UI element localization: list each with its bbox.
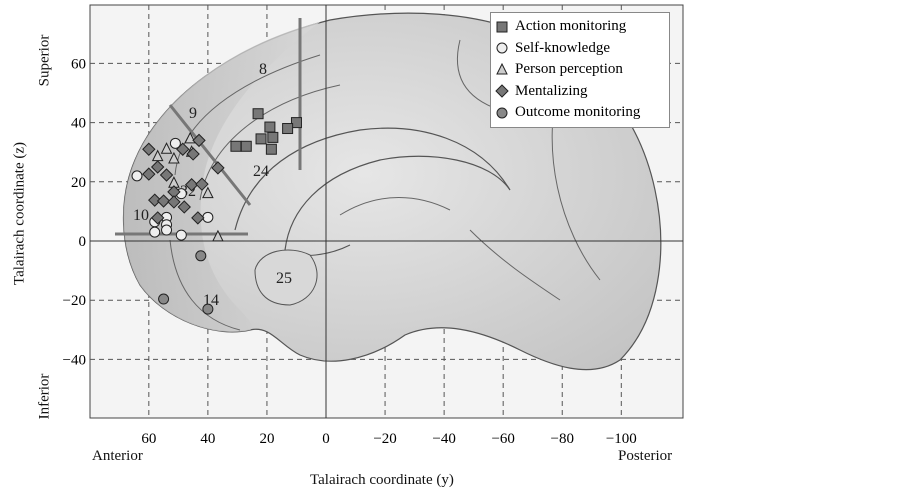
- point-self-knowledge: [161, 224, 173, 236]
- diamond-marker-icon: [495, 84, 509, 98]
- point-action-monitoring: [267, 131, 279, 143]
- point-mentalizing: [192, 133, 206, 148]
- point-action-monitoring: [255, 133, 267, 145]
- point-action-monitoring: [252, 108, 264, 120]
- y-tick-label: 0: [79, 234, 87, 250]
- circle-marker-icon: [496, 107, 508, 119]
- x-axis-label: Talairach coordinate (y): [310, 472, 454, 488]
- legend-label: Action monitoring: [515, 18, 627, 35]
- square-marker-icon: [496, 21, 508, 33]
- point-person-perception: [202, 186, 214, 199]
- x-tick-label: −60: [491, 431, 514, 447]
- point-self-knowledge: [175, 229, 187, 241]
- point-action-monitoring: [240, 140, 252, 152]
- point-action-monitoring: [290, 117, 302, 129]
- legend-marker: [496, 21, 508, 33]
- point-mentalizing: [150, 160, 165, 174]
- data-points: [131, 108, 302, 315]
- point-outcome-monitoring: [158, 293, 170, 305]
- circle-marker-icon: [496, 42, 508, 54]
- x-tick-label: 0: [322, 431, 330, 447]
- legend-item-self-knowledge: Self-knowledge: [495, 38, 665, 60]
- x-tick-label: −80: [551, 431, 574, 447]
- point-mentalizing: [186, 147, 200, 161]
- point-self-knowledge: [149, 226, 161, 238]
- point-mentalizing: [184, 178, 199, 192]
- point-outcome-monitoring: [195, 250, 207, 262]
- y-tick-label: 20: [71, 175, 86, 191]
- point-self-knowledge: [169, 137, 181, 149]
- point-mentalizing: [167, 195, 181, 209]
- legend-label: Mentalizing: [515, 82, 588, 99]
- legend-label: Self-knowledge: [515, 39, 610, 56]
- legend-item-action-monitoring: Action monitoring: [495, 16, 665, 38]
- point-action-monitoring: [230, 140, 242, 152]
- y-tick-label: −40: [63, 352, 86, 368]
- x-tick-label: −40: [432, 431, 455, 447]
- legend-marker: [496, 107, 508, 119]
- legend-item-person-perception: Person perception: [495, 59, 665, 81]
- point-self-knowledge: [202, 211, 214, 223]
- point-mentalizing: [177, 200, 191, 214]
- x-tick-label: 20: [259, 431, 274, 447]
- x-tick-label: −20: [373, 431, 396, 447]
- y-axis-label: Talairach coordinate (z): [11, 141, 28, 286]
- region-label-8: 8: [259, 61, 267, 78]
- x-tick-label: 40: [200, 431, 215, 447]
- point-mentalizing: [142, 167, 156, 181]
- point-action-monitoring: [265, 143, 277, 155]
- x-tick-label: 60: [141, 431, 156, 447]
- region-label-24: 24: [253, 163, 269, 180]
- point-mentalizing: [142, 142, 156, 156]
- legend-label: Person perception: [515, 61, 623, 78]
- legend-item-outcome-monitoring: Outcome monitoring: [495, 102, 665, 124]
- legend-item-mentalizing: Mentalizing: [495, 81, 665, 103]
- legend-marker: [496, 42, 508, 54]
- point-mentalizing: [191, 211, 205, 225]
- zero-lines: [90, 5, 683, 418]
- point-mentalizing: [156, 194, 171, 208]
- y-tick-label: 60: [71, 56, 86, 72]
- x-tick-label: −100: [606, 431, 637, 447]
- y-tick-label: −20: [63, 293, 86, 309]
- legend-marker: [496, 62, 508, 75]
- legend-marker: [495, 84, 509, 98]
- region-label-10: 10: [133, 207, 149, 224]
- point-outcome-monitoring: [202, 303, 214, 315]
- point-person-perception: [212, 229, 224, 242]
- point-mentalizing: [211, 161, 225, 175]
- y-top-label: Superior: [36, 34, 53, 87]
- region-label-9: 9: [189, 105, 197, 122]
- x-left-label: Anterior: [92, 448, 143, 464]
- point-mentalizing: [159, 168, 174, 182]
- point-mentalizing: [148, 193, 162, 207]
- point-action-monitoring: [282, 123, 294, 135]
- legend: Action monitoring Self-knowledge Person pe…: [490, 12, 670, 128]
- tick-labels: 60 40 20 0 −20 −40 −60 −80 −100 60 40 20 0 −20 −40: [63, 56, 637, 447]
- point-self-knowledge: [131, 170, 143, 182]
- region-label-25: 25: [276, 270, 292, 287]
- x-right-label: Posterior: [618, 448, 673, 464]
- point-mentalizing: [150, 211, 165, 225]
- triangle-marker-icon: [496, 62, 508, 75]
- point-person-perception: [160, 142, 173, 154]
- y-tick-label: 40: [71, 116, 86, 132]
- point-mentalizing: [176, 142, 190, 156]
- point-mentalizing: [195, 177, 209, 191]
- point-person-perception: [168, 151, 180, 164]
- y-bottom-label: Inferior: [36, 373, 53, 420]
- legend-label: Outcome monitoring: [515, 104, 641, 121]
- point-action-monitoring: [264, 121, 276, 133]
